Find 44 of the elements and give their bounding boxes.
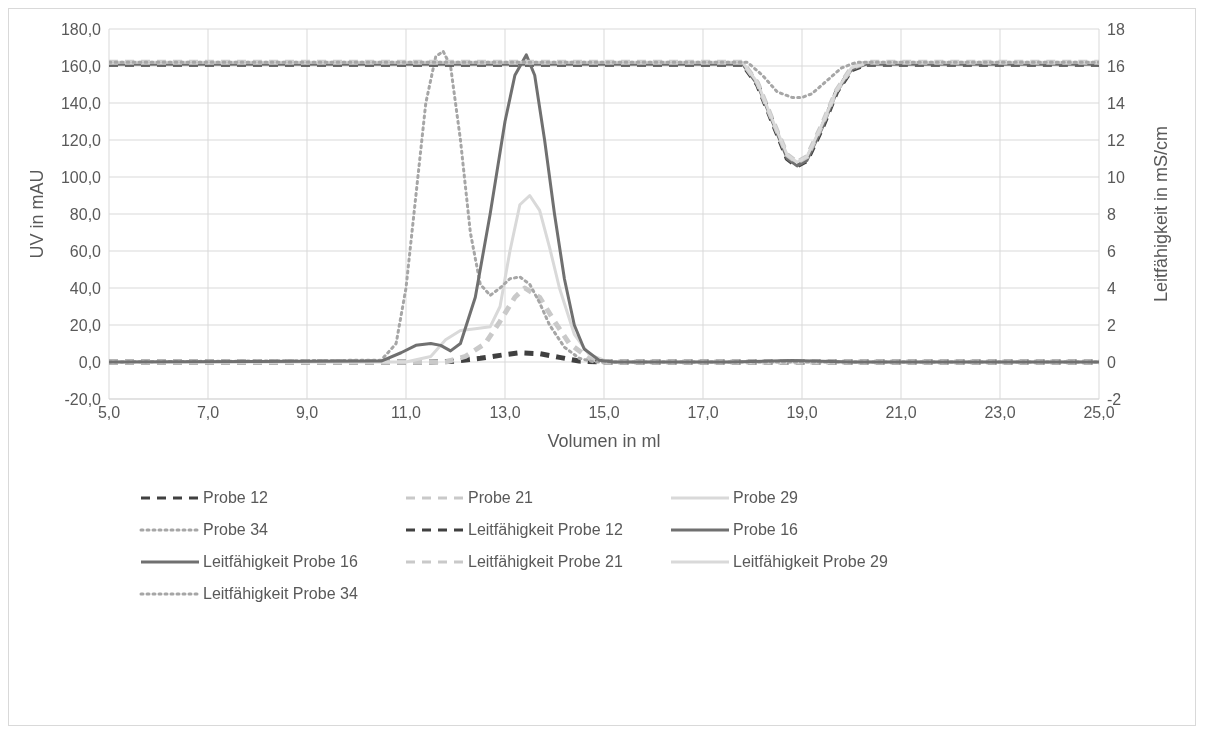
y2-tick-label: 16 xyxy=(1107,57,1125,75)
y2-tick-label: 12 xyxy=(1107,131,1125,149)
x-tick-label: 5,0 xyxy=(97,404,121,422)
x-tick-label: 15,0 xyxy=(588,404,620,422)
x-tick-label: 11,0 xyxy=(391,404,422,422)
x-tick-label: 19,0 xyxy=(786,404,818,422)
x-tick-label: 23,0 xyxy=(984,404,1016,422)
y-tick-label: 60,0 xyxy=(69,242,102,260)
y-tick-label: 180,0 xyxy=(60,20,102,38)
x-axis-title: Volumen in ml xyxy=(547,431,661,451)
legend-label: Leitfähigkeit Probe 12 xyxy=(468,521,623,539)
y2-tick-label: 8 xyxy=(1107,205,1116,223)
legend-label: Leitfähigkeit Probe 34 xyxy=(203,585,358,603)
y-tick-label: 120,0 xyxy=(60,131,102,149)
legend-label: Leitfähigkeit Probe 29 xyxy=(733,553,888,571)
legend-label: Probe 29 xyxy=(733,489,798,507)
y-tick-label: 140,0 xyxy=(60,94,102,112)
y2-tick-label: 0 xyxy=(1107,353,1116,371)
y2-tick-label: 10 xyxy=(1107,168,1125,186)
legend-label: Leitfähigkeit Probe 16 xyxy=(203,553,358,571)
x-tick-label: 7,0 xyxy=(196,404,220,422)
y-tick-label: 100,0 xyxy=(60,168,102,186)
legend-label: Probe 12 xyxy=(203,489,268,507)
y2-tick-label: 14 xyxy=(1107,94,1125,112)
y-tick-label: 0,0 xyxy=(78,353,102,371)
y-axis-title: UV in mAU xyxy=(27,169,48,259)
legend-label: Leitfähigkeit Probe 21 xyxy=(468,553,623,571)
legend-label: Probe 16 xyxy=(733,521,798,539)
x-tick-label: 21,0 xyxy=(885,404,917,422)
y2-tick-label: 6 xyxy=(1107,242,1116,260)
y2-tick-label: 2 xyxy=(1107,316,1116,334)
x-tick-label: 17,0 xyxy=(687,404,719,422)
legend-label: Probe 21 xyxy=(468,489,533,507)
y2-tick-label: 18 xyxy=(1107,20,1125,38)
y-tick-label: 40,0 xyxy=(69,279,102,297)
y2-axis-title: Leitfähigkeit in mS/cm xyxy=(1151,125,1172,303)
x-tick-label: 9,0 xyxy=(295,404,319,422)
x-tick-label: 25,0 xyxy=(1083,404,1115,422)
x-tick-label: 13,0 xyxy=(489,404,521,422)
y-tick-label: 80,0 xyxy=(69,205,102,223)
y2-tick-label: 4 xyxy=(1107,279,1116,297)
y-tick-label: 20,0 xyxy=(69,316,102,334)
legend-label: Probe 34 xyxy=(203,521,268,539)
y-tick-label: 160,0 xyxy=(60,57,102,75)
